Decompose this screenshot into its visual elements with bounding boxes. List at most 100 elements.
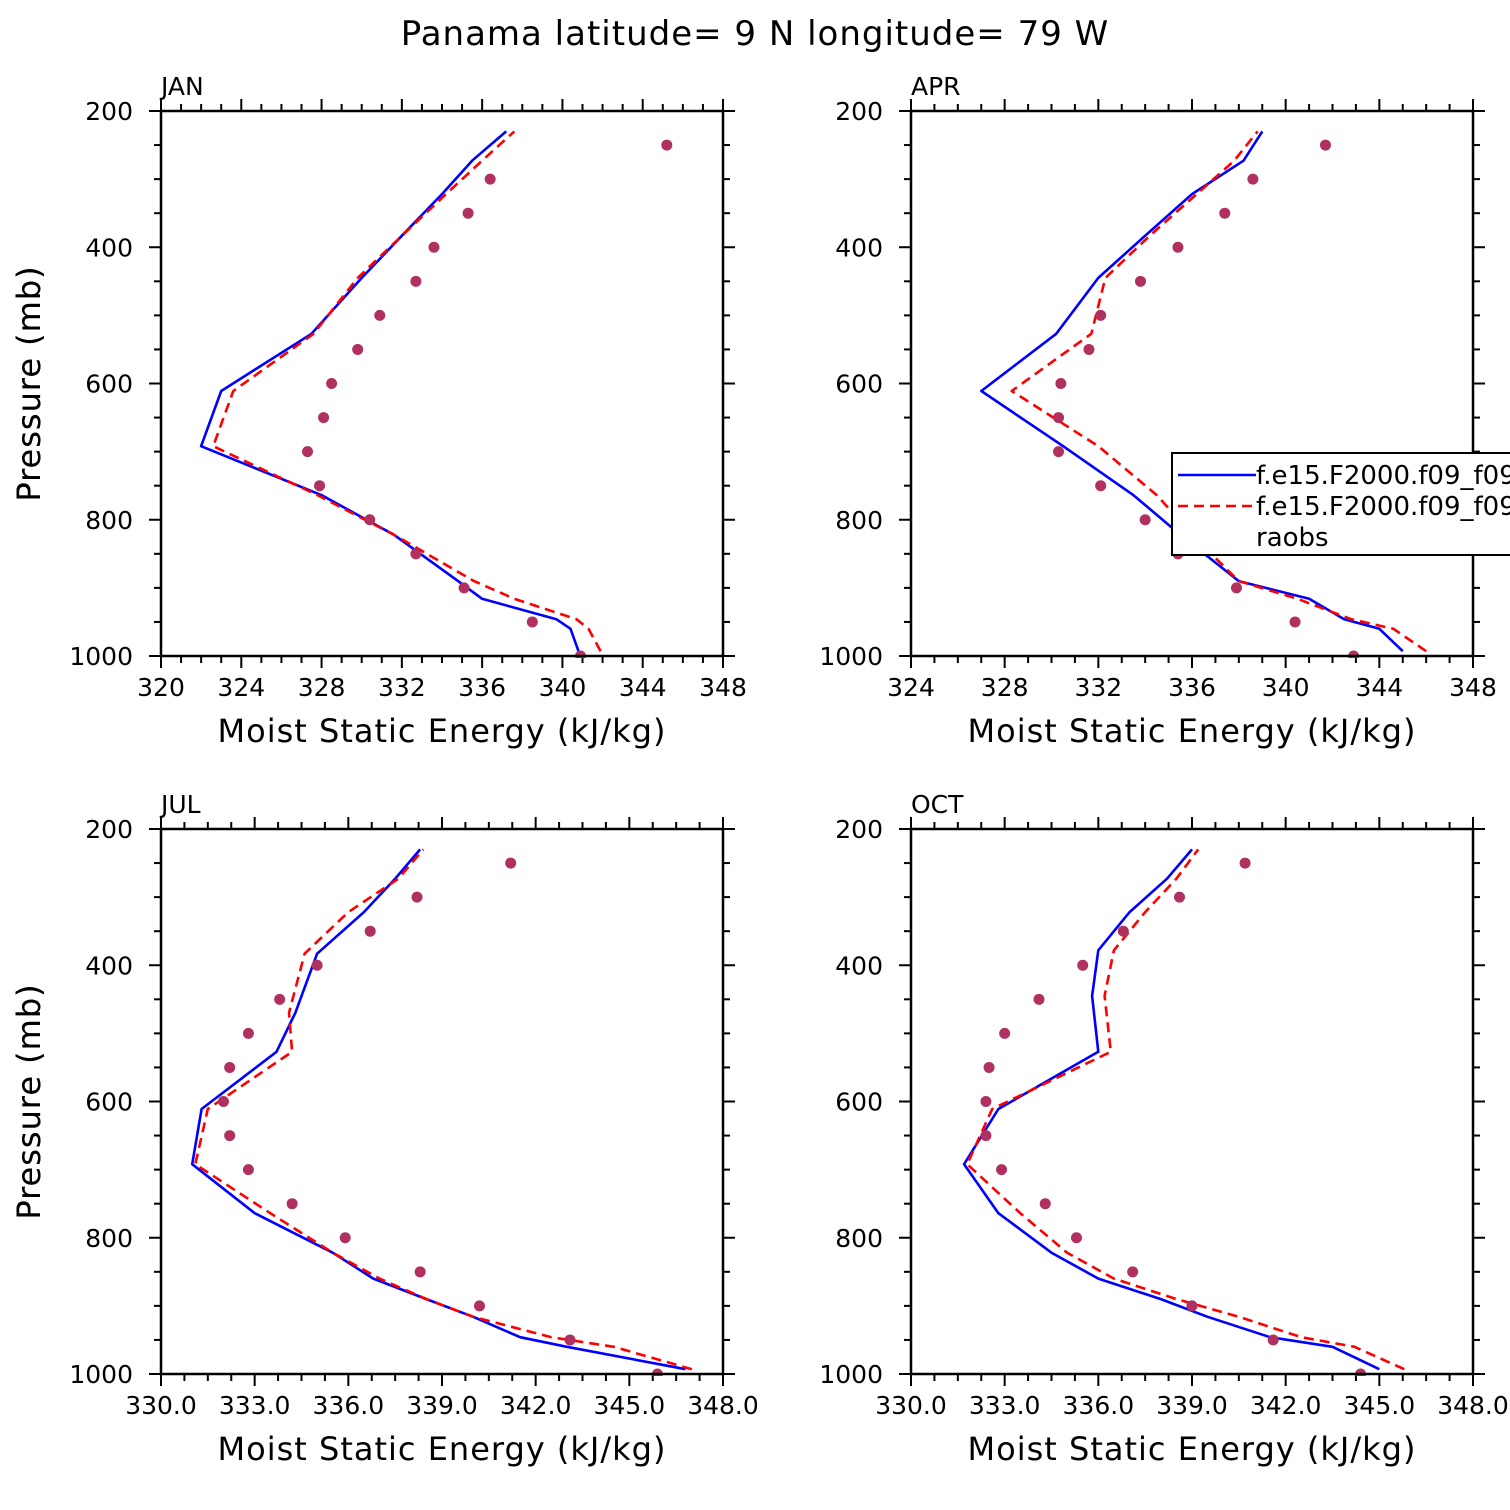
raobs-point bbox=[1319, 139, 1331, 151]
raobs-point bbox=[526, 616, 538, 628]
raobs-point bbox=[318, 412, 330, 424]
y-tick-label: 400 bbox=[85, 233, 133, 262]
raobs-point bbox=[224, 1061, 236, 1073]
raobs-point bbox=[462, 207, 474, 219]
plot-frame bbox=[159, 827, 725, 1376]
raobs-point bbox=[996, 1164, 1008, 1176]
raobs-point bbox=[411, 891, 423, 903]
raobs-point bbox=[217, 1096, 229, 1107]
legend-box bbox=[1171, 452, 1510, 556]
series-line-clubb bbox=[194, 848, 693, 1371]
x-tick-label: 332 bbox=[378, 673, 426, 702]
panel-title-apr: APR bbox=[911, 72, 961, 101]
raobs-point bbox=[1083, 343, 1095, 355]
raobs-point bbox=[242, 1164, 254, 1176]
y-axis-label: Pressure (mb) bbox=[10, 983, 48, 1219]
x-tick-label: 330.0 bbox=[125, 1391, 197, 1420]
raobs-point bbox=[1039, 1198, 1051, 1210]
y-tick-label: 400 bbox=[835, 233, 883, 262]
raobs-point bbox=[1117, 925, 1129, 937]
series-line-uw bbox=[962, 848, 1380, 1371]
x-tick-label: 345.0 bbox=[1344, 1391, 1416, 1420]
raobs-point bbox=[1134, 275, 1146, 287]
raobs-point bbox=[242, 1027, 254, 1039]
panel-title-jan: JAN bbox=[159, 72, 204, 101]
x-tick-label: 324 bbox=[217, 673, 265, 702]
y-tick-label: 200 bbox=[835, 815, 883, 844]
x-tick-label: 328 bbox=[981, 673, 1029, 702]
data-layer bbox=[979, 130, 1427, 658]
x-tick-label: 344 bbox=[1355, 673, 1403, 702]
raobs-point bbox=[1095, 480, 1107, 492]
x-tick-label: 332 bbox=[1074, 673, 1122, 702]
y-tick-label: 800 bbox=[835, 1224, 883, 1253]
series-line-uw bbox=[199, 130, 580, 652]
raobs-point bbox=[1077, 959, 1089, 971]
raobs-point bbox=[1247, 173, 1259, 185]
data-layer bbox=[199, 130, 673, 658]
x-tick-label: 320 bbox=[137, 673, 185, 702]
legend-label-f-e15-f2000-f09-f09-uw-004: f.e15.F2000.f09_f09.UW.004 bbox=[1256, 461, 1510, 491]
x-tick-label: 345.0 bbox=[594, 1391, 666, 1420]
x-tick-label: 339.0 bbox=[406, 1391, 478, 1420]
raobs-point bbox=[1127, 1266, 1139, 1278]
figure-title: Panama latitude= 9 N longitude= 79 W bbox=[401, 14, 1110, 54]
raobs-point bbox=[302, 446, 314, 458]
x-tick-label: 342.0 bbox=[1250, 1391, 1322, 1420]
raobs-point bbox=[661, 139, 673, 151]
x-tick-label: 348 bbox=[699, 673, 747, 702]
legend: f.e15.F2000.f09_f09.UW.004f.e15.F2000.f0… bbox=[1171, 452, 1510, 556]
x-tick-label: 348.0 bbox=[687, 1391, 759, 1420]
raobs-point bbox=[458, 582, 470, 594]
x-tick-label: 336 bbox=[1168, 673, 1216, 702]
raobs-point bbox=[1139, 514, 1151, 526]
x-tick-label: 333.0 bbox=[969, 1391, 1041, 1420]
x-tick-label: 340 bbox=[1262, 673, 1310, 702]
raobs-point bbox=[1055, 378, 1067, 389]
raobs-point bbox=[364, 925, 376, 937]
series-line-uw bbox=[190, 848, 686, 1371]
raobs-point bbox=[505, 857, 517, 869]
y-tick-label: 800 bbox=[85, 506, 133, 535]
y-tick-label: 400 bbox=[85, 951, 133, 980]
data-layer bbox=[962, 848, 1405, 1376]
y-tick-label: 1000 bbox=[69, 642, 133, 671]
x-tick-label: 336.0 bbox=[313, 1391, 385, 1420]
data-layer bbox=[190, 848, 693, 1376]
raobs-point bbox=[414, 1266, 426, 1278]
panel-oct: OCT 330.0 333.0 336.0 339.0 342.0 345.0 348.0 20… bbox=[10, 790, 1509, 1468]
panel-apr: APR 324 328 332 336 340 344 348 200 400 600 800 1000… bbox=[10, 72, 1497, 750]
panel-jul: JUL 330.0 333.0 336.0 339.0 342.0 345.0 348.0 20… bbox=[10, 790, 759, 1468]
y-tick-label: 600 bbox=[835, 370, 883, 399]
raobs-point bbox=[326, 378, 338, 389]
y-tick-label: 200 bbox=[835, 97, 883, 126]
series-line-clubb bbox=[1010, 130, 1427, 653]
series-line-clubb bbox=[211, 130, 602, 652]
raobs-point bbox=[410, 275, 422, 287]
raobs-point bbox=[339, 1232, 351, 1244]
x-tick-label: 328 bbox=[298, 673, 346, 702]
raobs-point bbox=[1219, 207, 1231, 219]
raobs-point bbox=[364, 514, 376, 526]
raobs-point bbox=[980, 1096, 992, 1107]
y-tick-label: 1000 bbox=[819, 642, 883, 671]
raobs-point bbox=[1174, 891, 1186, 903]
x-tick-label: 348.0 bbox=[1437, 1391, 1509, 1420]
y-tick-label: 200 bbox=[85, 815, 133, 844]
x-tick-label: 333.0 bbox=[219, 1391, 291, 1420]
raobs-point bbox=[1053, 446, 1065, 458]
panel-title-jul: JUL bbox=[159, 790, 201, 819]
plot-frame bbox=[909, 109, 1475, 658]
raobs-point bbox=[286, 1198, 298, 1210]
y-tick-label: 800 bbox=[835, 506, 883, 535]
x-tick-label: 330.0 bbox=[875, 1391, 947, 1420]
raobs-point bbox=[274, 993, 286, 1005]
y-tick-label: 600 bbox=[835, 1088, 883, 1117]
x-axis-label: Moist Static Energy (kJ/kg) bbox=[218, 1430, 667, 1468]
raobs-point bbox=[1172, 241, 1184, 253]
plot-frame bbox=[159, 109, 725, 658]
raobs-point bbox=[473, 1300, 485, 1312]
legend-label-raobs: raobs bbox=[1256, 523, 1329, 553]
raobs-point bbox=[428, 241, 440, 253]
